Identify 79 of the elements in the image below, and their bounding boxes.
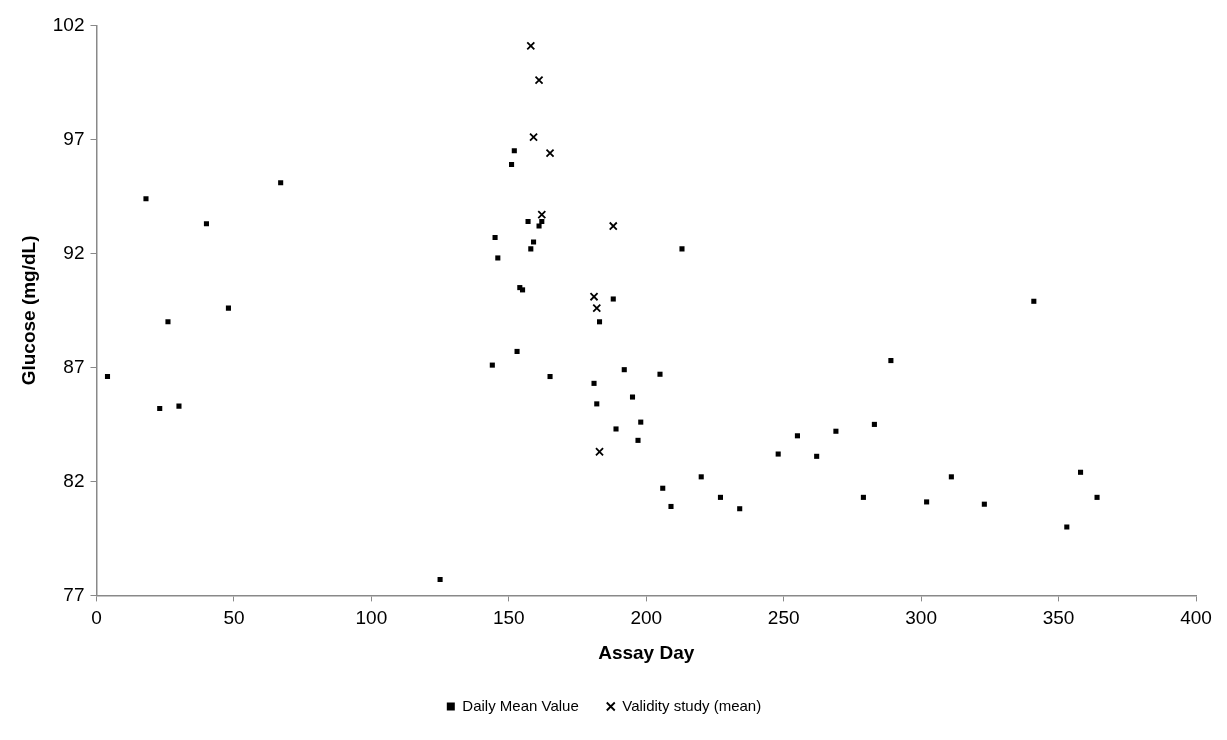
point xyxy=(537,210,547,220)
point xyxy=(534,75,544,85)
y-tick-label: 97 xyxy=(63,127,85,149)
x-tick-label: 150 xyxy=(492,607,525,629)
point xyxy=(528,246,534,252)
x-tick-label: 100 xyxy=(355,607,388,629)
point xyxy=(635,437,641,443)
point xyxy=(871,421,877,427)
x-tick-label: 50 xyxy=(223,607,245,629)
x-tick-label: 200 xyxy=(630,607,663,629)
point xyxy=(547,373,553,380)
point xyxy=(176,403,182,409)
point xyxy=(981,501,987,507)
point xyxy=(437,576,443,582)
x-tick-label: 350 xyxy=(1042,607,1075,629)
point xyxy=(608,221,618,231)
point xyxy=(948,474,954,480)
x-tick-label: 300 xyxy=(905,607,937,629)
point xyxy=(924,499,930,505)
point xyxy=(495,255,501,261)
point xyxy=(595,447,604,457)
legend-label: Daily Mean Value xyxy=(462,696,579,714)
point xyxy=(525,218,531,225)
point xyxy=(203,221,209,227)
point xyxy=(514,348,520,354)
point xyxy=(536,223,542,229)
point xyxy=(589,292,599,302)
point xyxy=(860,494,866,500)
point xyxy=(888,358,894,364)
point xyxy=(225,305,231,311)
point xyxy=(775,451,781,457)
point xyxy=(679,246,685,252)
point xyxy=(638,419,644,425)
point xyxy=(165,319,171,325)
point xyxy=(278,180,284,186)
point xyxy=(794,433,800,439)
x-axis-title: Assay Day xyxy=(598,641,695,663)
x-tick-label: 250 xyxy=(767,607,800,629)
point xyxy=(596,319,603,325)
point xyxy=(594,401,600,407)
point xyxy=(143,196,149,202)
y-tick-label: 102 xyxy=(52,13,85,35)
point xyxy=(814,453,820,459)
point xyxy=(657,371,663,377)
point xyxy=(511,148,517,154)
y-tick-label: 82 xyxy=(63,469,85,491)
point xyxy=(621,367,627,373)
x-tick-label: 0 xyxy=(91,607,102,629)
point xyxy=(489,362,495,368)
point xyxy=(104,373,111,380)
point xyxy=(613,426,619,432)
y-axis-title: Glucose (mg/dL) xyxy=(17,235,39,386)
point xyxy=(492,234,498,240)
y-tick-label: 77 xyxy=(63,583,85,605)
point xyxy=(526,41,536,51)
y-tick-label: 87 xyxy=(63,355,85,377)
point xyxy=(539,218,545,225)
point xyxy=(660,485,666,491)
point xyxy=(591,380,597,386)
point xyxy=(592,303,602,313)
point xyxy=(1031,298,1037,304)
point xyxy=(737,506,743,512)
point xyxy=(698,474,704,480)
point xyxy=(717,494,724,500)
point xyxy=(629,394,636,400)
point xyxy=(1078,469,1084,475)
point xyxy=(610,296,616,302)
point xyxy=(157,405,163,411)
point xyxy=(509,161,515,168)
y-tick-label: 92 xyxy=(63,241,85,263)
point xyxy=(833,428,839,434)
point xyxy=(529,132,538,142)
x-tick-label: 400 xyxy=(1180,607,1212,629)
legend-label: Validity study (mean) xyxy=(622,696,762,714)
point xyxy=(1064,524,1070,530)
point xyxy=(1094,494,1100,500)
point xyxy=(531,239,537,245)
point xyxy=(668,503,674,510)
point xyxy=(545,148,555,158)
